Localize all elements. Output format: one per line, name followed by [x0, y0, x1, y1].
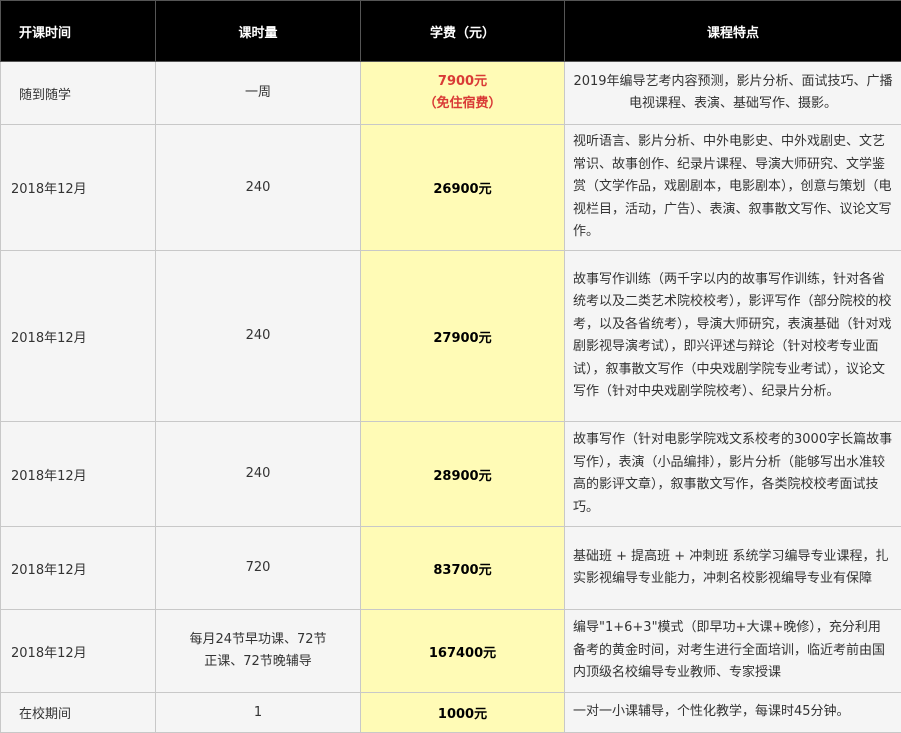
fee-note: （免住宿费）: [361, 93, 564, 115]
start-cell: 2018年12月: [1, 527, 156, 610]
header-hours: 课时量: [156, 1, 361, 62]
fee-cell: 28900元: [361, 422, 565, 527]
fee-cell: 27900元: [361, 251, 565, 422]
start-cell: 2018年12月: [1, 422, 156, 527]
table-row: 2018年12月 240 27900元 故事写作训练（两千字以内的故事写作训练，…: [1, 251, 901, 422]
hours-cell: 240: [156, 251, 361, 422]
start-cell: 2018年12月: [1, 610, 156, 693]
hours-cell: 240: [156, 422, 361, 527]
table-row: 在校期间 1 1000元 一对一小课辅导，个性化教学，每课时45分钟。: [1, 693, 901, 733]
fee-cell: 1000元: [361, 693, 565, 733]
start-cell: 2018年12月: [1, 251, 156, 422]
fee-cell: 7900元 （免住宿费）: [361, 62, 565, 125]
fee-cell: 83700元: [361, 527, 565, 610]
fee-cell: 26900元: [361, 125, 565, 251]
hours-cell: 240: [156, 125, 361, 251]
features-cell: 一对一小课辅导，个性化教学，每课时45分钟。: [565, 693, 901, 733]
header-row: 开课时间 课时量 学费（元） 课程特点: [1, 1, 901, 62]
table-row: 2018年12月 720 83700元 基础班 + 提高班 + 冲刺班 系统学习…: [1, 527, 901, 610]
hours-cell: 每月24节早功课、72节正课、72节晚辅导: [156, 610, 361, 693]
start-cell: 在校期间: [1, 693, 156, 733]
hours-cell: 一周: [156, 62, 361, 125]
table-row: 2018年12月 240 28900元 故事写作（针对电影学院戏文系校考的300…: [1, 422, 901, 527]
header-features: 课程特点: [565, 1, 901, 62]
header-start-time: 开课时间: [1, 1, 156, 62]
features-cell: 故事写作（针对电影学院戏文系校考的3000字长篇故事写作），表演（小品编排），影…: [565, 422, 901, 527]
start-cell: 随到随学: [1, 62, 156, 125]
hours-cell: 720: [156, 527, 361, 610]
table-row: 2018年12月 240 26900元 视听语言、影片分析、中外电影史、中外戏剧…: [1, 125, 901, 251]
start-cell: 2018年12月: [1, 125, 156, 251]
features-cell: 编导"1+6+3"模式（即早功+大课+晚修），充分利用备考的黄金时间，对考生进行…: [565, 610, 901, 693]
table-row: 2018年12月 每月24节早功课、72节正课、72节晚辅导 167400元 编…: [1, 610, 901, 693]
hours-cell: 1: [156, 693, 361, 733]
features-cell: 2019年编导艺考内容预测，影片分析、面试技巧、广播电视课程、表演、基础写作、摄…: [565, 62, 901, 125]
header-fee: 学费（元）: [361, 1, 565, 62]
features-cell: 故事写作训练（两千字以内的故事写作训练，针对各省统考以及二类艺术院校校考），影评…: [565, 251, 901, 422]
features-cell: 基础班 + 提高班 + 冲刺班 系统学习编导专业课程，扎实影视编导专业能力，冲刺…: [565, 527, 901, 610]
fee-value: 7900元: [361, 71, 564, 93]
features-cell: 视听语言、影片分析、中外电影史、中外戏剧史、文艺常识、故事创作、纪录片课程、导演…: [565, 125, 901, 251]
table-row: 随到随学 一周 7900元 （免住宿费） 2019年编导艺考内容预测，影片分析、…: [1, 62, 901, 125]
fee-cell: 167400元: [361, 610, 565, 693]
